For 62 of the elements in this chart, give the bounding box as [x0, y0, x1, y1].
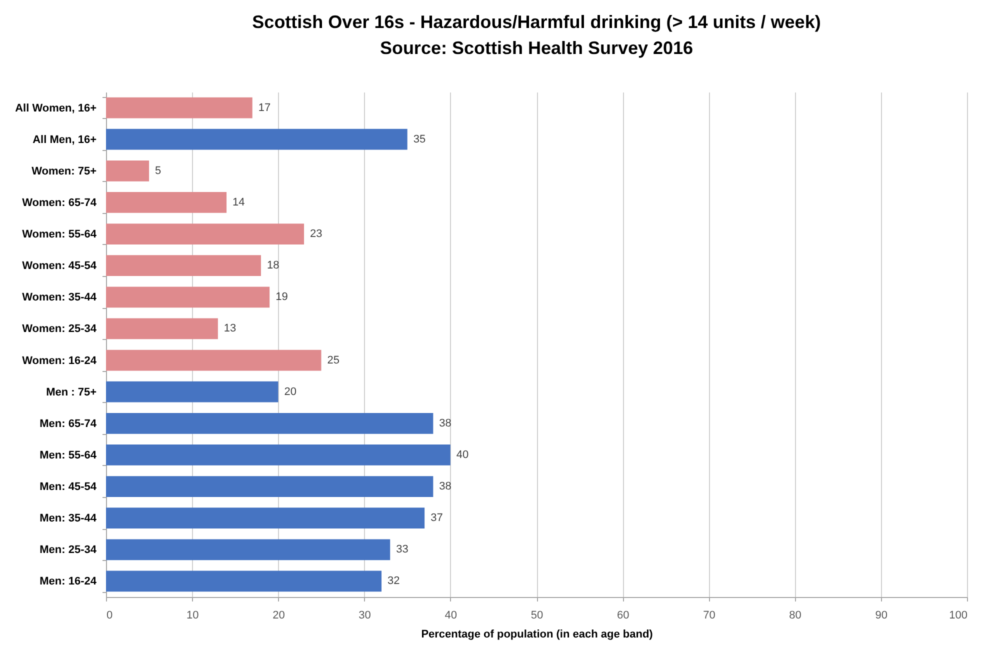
- data-label: 37: [430, 512, 443, 524]
- bar: [106, 318, 218, 340]
- data-label: 35: [413, 133, 426, 146]
- x-tick-label: 80: [789, 610, 802, 622]
- x-tick-label: 10: [186, 610, 199, 622]
- y-tick-label: Women: 55-64: [22, 228, 98, 241]
- y-tick-label: Women: 65-74: [22, 196, 98, 209]
- y-tick-label: Women: 35-44: [22, 292, 98, 304]
- x-axis-title: Percentage of population (in each age band): [421, 628, 654, 640]
- bar: [106, 224, 304, 244]
- x-tick-label: 70: [703, 610, 716, 622]
- x-tick-label: 50: [530, 610, 544, 622]
- y-tick-label: Women: 75+: [32, 165, 96, 178]
- bar: [106, 539, 390, 560]
- chart-title: Scottish Over 16s - Hazardous/Harmful drinking (> 14 units / week): [252, 12, 821, 32]
- data-label: 18: [266, 260, 280, 272]
- data-label: 38: [439, 480, 452, 493]
- y-tick-label: Women: 45-54: [22, 260, 98, 272]
- bar: [106, 444, 450, 466]
- bar: [106, 412, 434, 434]
- y-tick-label: Men: 25-34: [40, 544, 98, 556]
- x-tick-label: 20: [272, 610, 285, 622]
- y-tick-label: Men: 16-24: [40, 576, 98, 588]
- y-tick-label: Men: 55-64: [40, 449, 98, 462]
- data-label: 13: [224, 322, 236, 335]
- chart-subtitle: Source: Scottish Health Survey 2016: [380, 38, 694, 58]
- y-tick-label: Men: 35-44: [40, 512, 98, 525]
- bar: [106, 192, 227, 213]
- y-tick-label: Women: 16-24: [22, 354, 98, 367]
- bar: [106, 381, 278, 402]
- bar: [106, 350, 322, 371]
- x-tick-label: 0: [106, 610, 113, 622]
- data-label: 23: [310, 228, 322, 240]
- data-label: 32: [388, 575, 400, 588]
- bar: [106, 570, 382, 592]
- y-tick-label: All Men, 16+: [32, 134, 96, 146]
- data-label: 33: [396, 544, 408, 556]
- y-tick-label: Men: 45-54: [40, 481, 98, 494]
- y-tick-label: Men: 65-74: [40, 418, 98, 430]
- x-tick-label: 30: [358, 610, 371, 622]
- x-tick-label: 60: [616, 610, 630, 622]
- bar: [106, 160, 150, 182]
- y-tick-label: All Women, 16+: [15, 102, 96, 114]
- bar: [106, 97, 252, 118]
- x-tick-label: 40: [444, 610, 458, 622]
- y-tick-label: Men : 75+: [46, 386, 96, 398]
- data-label: 19: [276, 291, 288, 304]
- bar: [106, 508, 425, 529]
- bar: [106, 128, 408, 150]
- data-label: 20: [284, 386, 296, 398]
- x-tick-label: 90: [875, 610, 888, 622]
- data-label: 40: [456, 448, 469, 461]
- data-label: 17: [258, 102, 271, 114]
- bar: [106, 476, 434, 497]
- bar: [106, 255, 261, 276]
- bar: [106, 286, 270, 308]
- data-label: 38: [439, 417, 452, 430]
- x-tick-label: 100: [949, 610, 968, 622]
- y-tick-label: Women: 25-34: [22, 323, 98, 336]
- data-label: 25: [327, 354, 340, 366]
- data-label: 14: [232, 196, 245, 208]
- data-label: 5: [155, 164, 162, 177]
